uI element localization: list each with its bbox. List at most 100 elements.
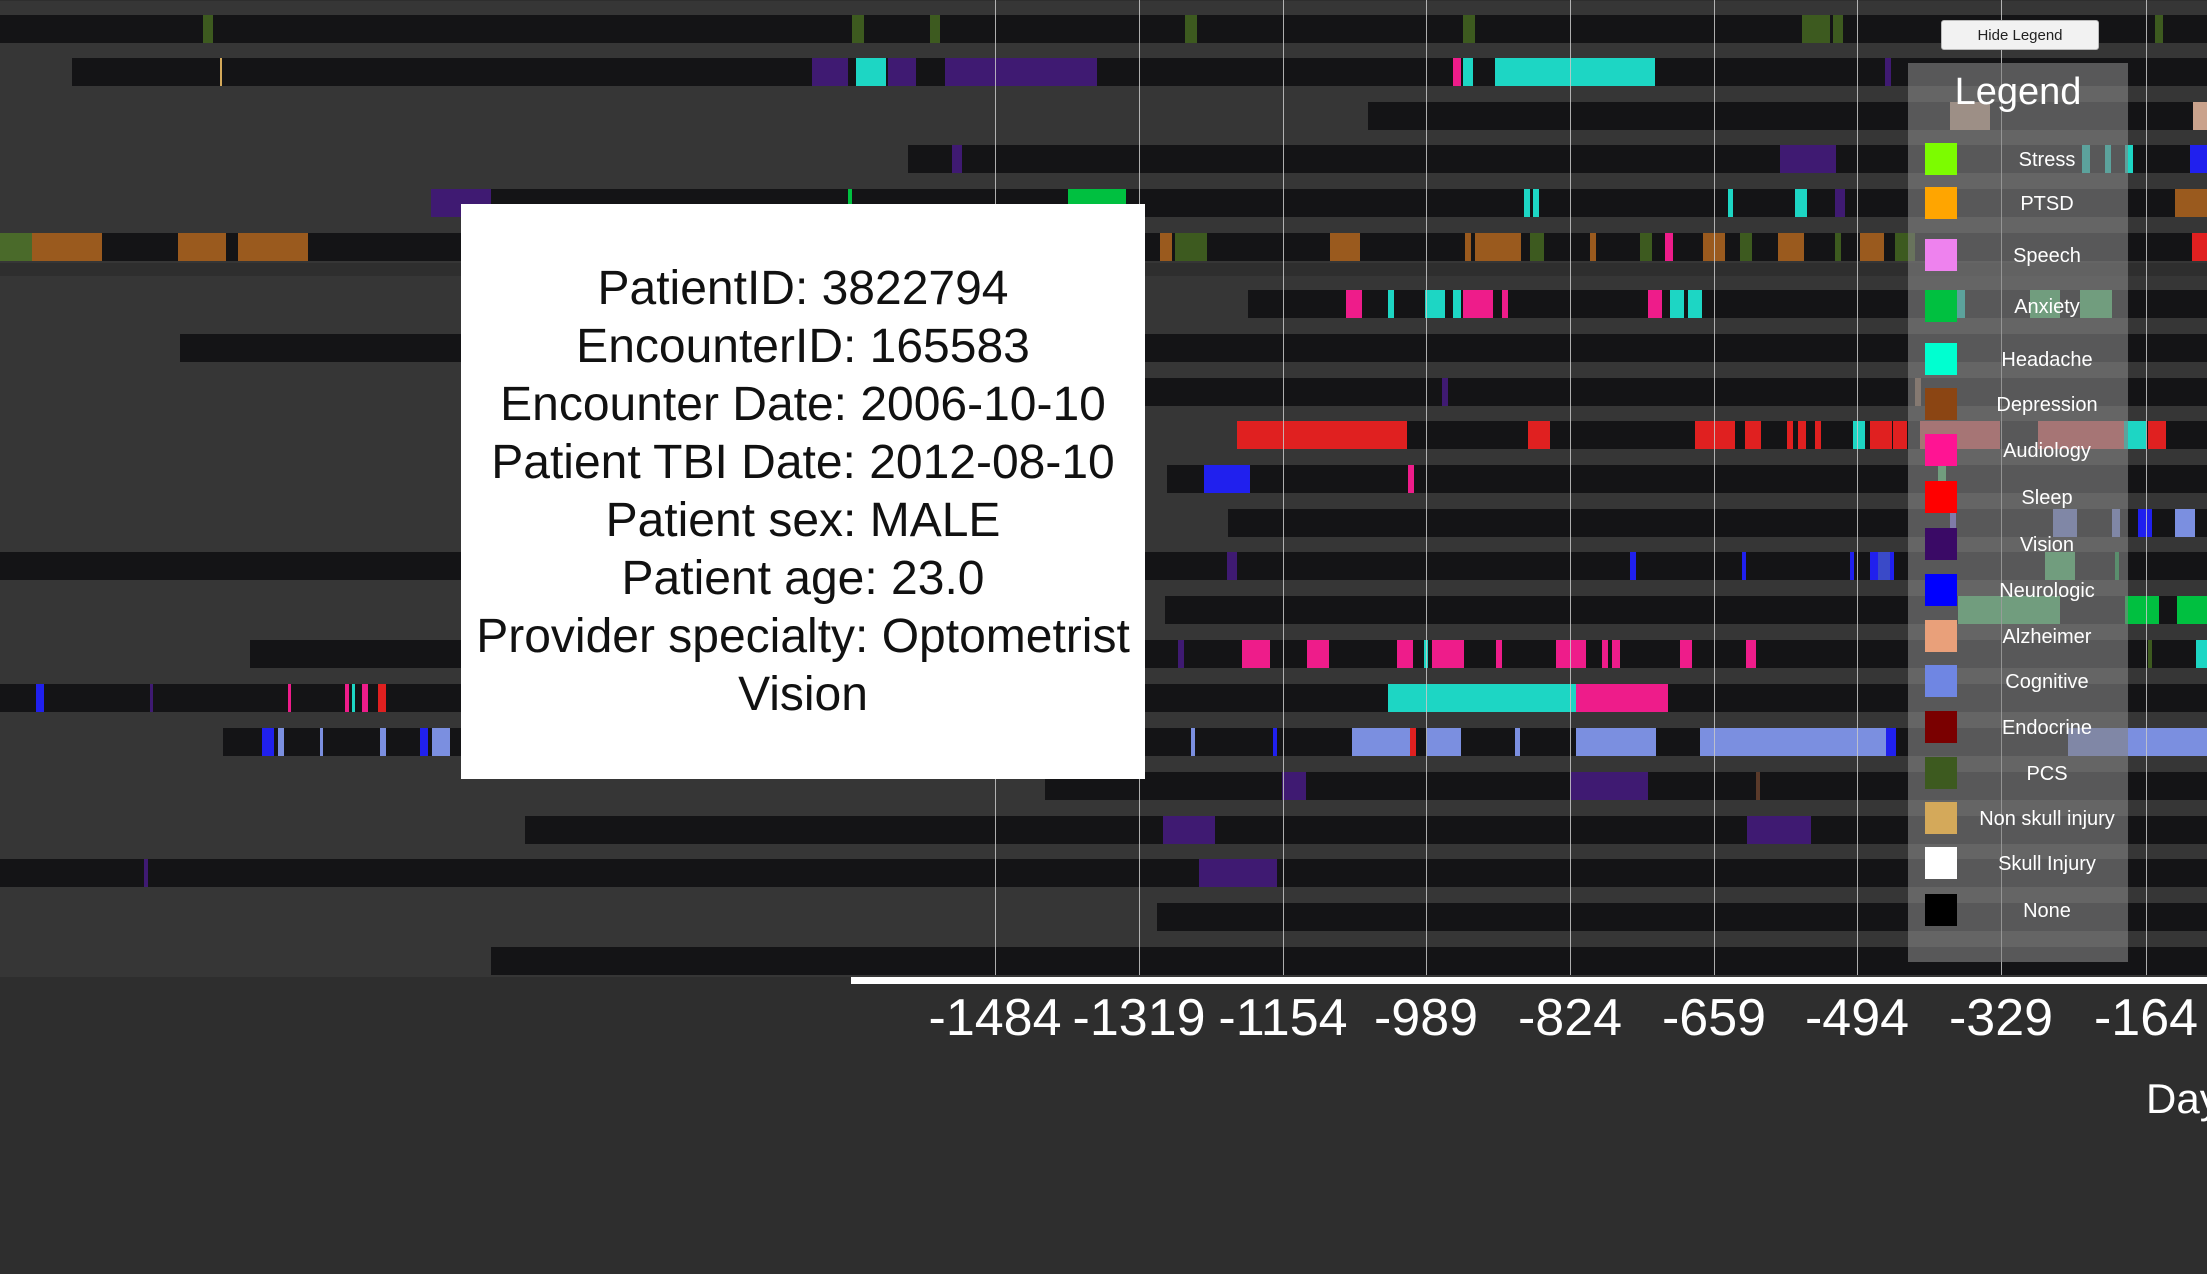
encounter-segment[interactable] (144, 859, 148, 887)
encounter-segment[interactable] (0, 233, 32, 261)
encounter-segment[interactable] (288, 684, 291, 712)
encounter-segment[interactable] (930, 15, 940, 43)
encounter-segment[interactable] (1630, 552, 1636, 580)
encounter-segment[interactable] (362, 684, 368, 712)
encounter-segment[interactable] (1752, 640, 1756, 668)
encounter-segment[interactable] (2196, 640, 2207, 668)
encounter-segment[interactable] (852, 15, 864, 43)
encounter-segment[interactable] (1475, 233, 1521, 261)
encounter-segment[interactable] (2193, 102, 2207, 130)
encounter-segment[interactable] (36, 684, 44, 712)
encounter-segment[interactable] (262, 728, 274, 756)
encounter-segment[interactable] (2148, 421, 2166, 449)
encounter-segment[interactable] (1700, 728, 1886, 756)
encounter-segment[interactable] (1778, 233, 1804, 261)
encounter-segment[interactable] (1496, 640, 1502, 668)
encounter-segment[interactable] (1282, 772, 1306, 800)
encounter-segment[interactable] (1787, 421, 1793, 449)
encounter-segment[interactable] (380, 728, 386, 756)
encounter-segment[interactable] (1576, 684, 1668, 712)
encounter-segment[interactable] (952, 145, 962, 173)
encounter-segment[interactable] (378, 684, 386, 712)
encounter-segment[interactable] (432, 728, 450, 756)
encounter-segment[interactable] (1746, 640, 1752, 668)
encounter-segment[interactable] (856, 58, 886, 86)
encounter-segment[interactable] (1853, 421, 1865, 449)
encounter-segment[interactable] (2155, 15, 2163, 43)
encounter-segment[interactable] (1640, 233, 1652, 261)
encounter-segment[interactable] (352, 684, 355, 712)
encounter-segment[interactable] (2124, 421, 2146, 449)
encounter-segment[interactable] (1860, 233, 1884, 261)
patient-timeline-row[interactable] (0, 15, 2207, 43)
encounter-segment[interactable] (178, 233, 226, 261)
encounter-segment[interactable] (2138, 509, 2152, 537)
encounter-segment[interactable] (345, 684, 349, 712)
encounter-segment[interactable] (1530, 233, 1544, 261)
encounter-segment[interactable] (1242, 640, 1270, 668)
encounter-segment[interactable] (1802, 15, 1830, 43)
encounter-segment[interactable] (812, 58, 848, 86)
encounter-segment[interactable] (2175, 509, 2195, 537)
hide-legend-button[interactable]: Hide Legend (1941, 20, 2099, 50)
encounter-segment[interactable] (1670, 290, 1684, 318)
encounter-segment[interactable] (1893, 421, 1907, 449)
encounter-segment[interactable] (1742, 552, 1746, 580)
encounter-segment[interactable] (1798, 421, 1806, 449)
encounter-segment[interactable] (1160, 233, 1172, 261)
encounter-segment[interactable] (2177, 596, 2207, 624)
encounter-segment[interactable] (1886, 728, 1896, 756)
encounter-segment[interactable] (1795, 189, 1807, 217)
encounter-segment[interactable] (1463, 58, 1473, 86)
encounter-segment[interactable] (1515, 728, 1520, 756)
encounter-segment[interactable] (1665, 233, 1673, 261)
encounter-segment[interactable] (1346, 290, 1362, 318)
encounter-segment[interactable] (1199, 859, 1277, 887)
encounter-segment[interactable] (1273, 728, 1277, 756)
encounter-segment[interactable] (2175, 189, 2207, 217)
encounter-segment[interactable] (32, 233, 102, 261)
encounter-segment[interactable] (848, 189, 852, 217)
encounter-segment[interactable] (1502, 290, 1508, 318)
encounter-segment[interactable] (420, 728, 428, 756)
encounter-segment[interactable] (1835, 189, 1845, 217)
encounter-segment[interactable] (2125, 145, 2133, 173)
encounter-segment[interactable] (1191, 728, 1195, 756)
encounter-segment[interactable] (1780, 145, 1836, 173)
encounter-segment[interactable] (1756, 772, 1760, 800)
encounter-segment[interactable] (1453, 58, 1461, 86)
encounter-segment[interactable] (1747, 816, 1811, 844)
encounter-segment[interactable] (1885, 58, 1891, 86)
encounter-segment[interactable] (238, 233, 308, 261)
encounter-segment[interactable] (1556, 640, 1586, 668)
encounter-segment[interactable] (1410, 728, 1416, 756)
encounter-segment[interactable] (1352, 728, 1410, 756)
encounter-segment[interactable] (1833, 15, 1843, 43)
encounter-segment[interactable] (203, 15, 213, 43)
encounter-segment[interactable] (2190, 145, 2207, 173)
encounter-segment[interactable] (1427, 728, 1461, 756)
encounter-segment[interactable] (1533, 189, 1539, 217)
encounter-segment[interactable] (1602, 640, 1608, 668)
encounter-segment[interactable] (1330, 233, 1360, 261)
encounter-segment[interactable] (1465, 233, 1471, 261)
encounter-segment[interactable] (1528, 421, 1550, 449)
encounter-segment[interactable] (1524, 189, 1530, 217)
encounter-segment[interactable] (1495, 58, 1655, 86)
encounter-segment[interactable] (1463, 15, 1475, 43)
encounter-segment[interactable] (2148, 640, 2152, 668)
encounter-segment[interactable] (1850, 552, 1854, 580)
encounter-segment[interactable] (1745, 421, 1761, 449)
encounter-segment[interactable] (2125, 596, 2159, 624)
encounter-segment[interactable] (1397, 640, 1413, 668)
encounter-segment[interactable] (220, 58, 222, 86)
encounter-segment[interactable] (1878, 552, 1890, 580)
encounter-segment[interactable] (278, 728, 284, 756)
encounter-segment[interactable] (1870, 421, 1892, 449)
encounter-segment[interactable] (1388, 290, 1394, 318)
encounter-segment[interactable] (1204, 465, 1250, 493)
encounter-segment[interactable] (1728, 189, 1733, 217)
encounter-segment[interactable] (1425, 290, 1445, 318)
encounter-segment[interactable] (1307, 640, 1329, 668)
encounter-segment[interactable] (1648, 290, 1662, 318)
